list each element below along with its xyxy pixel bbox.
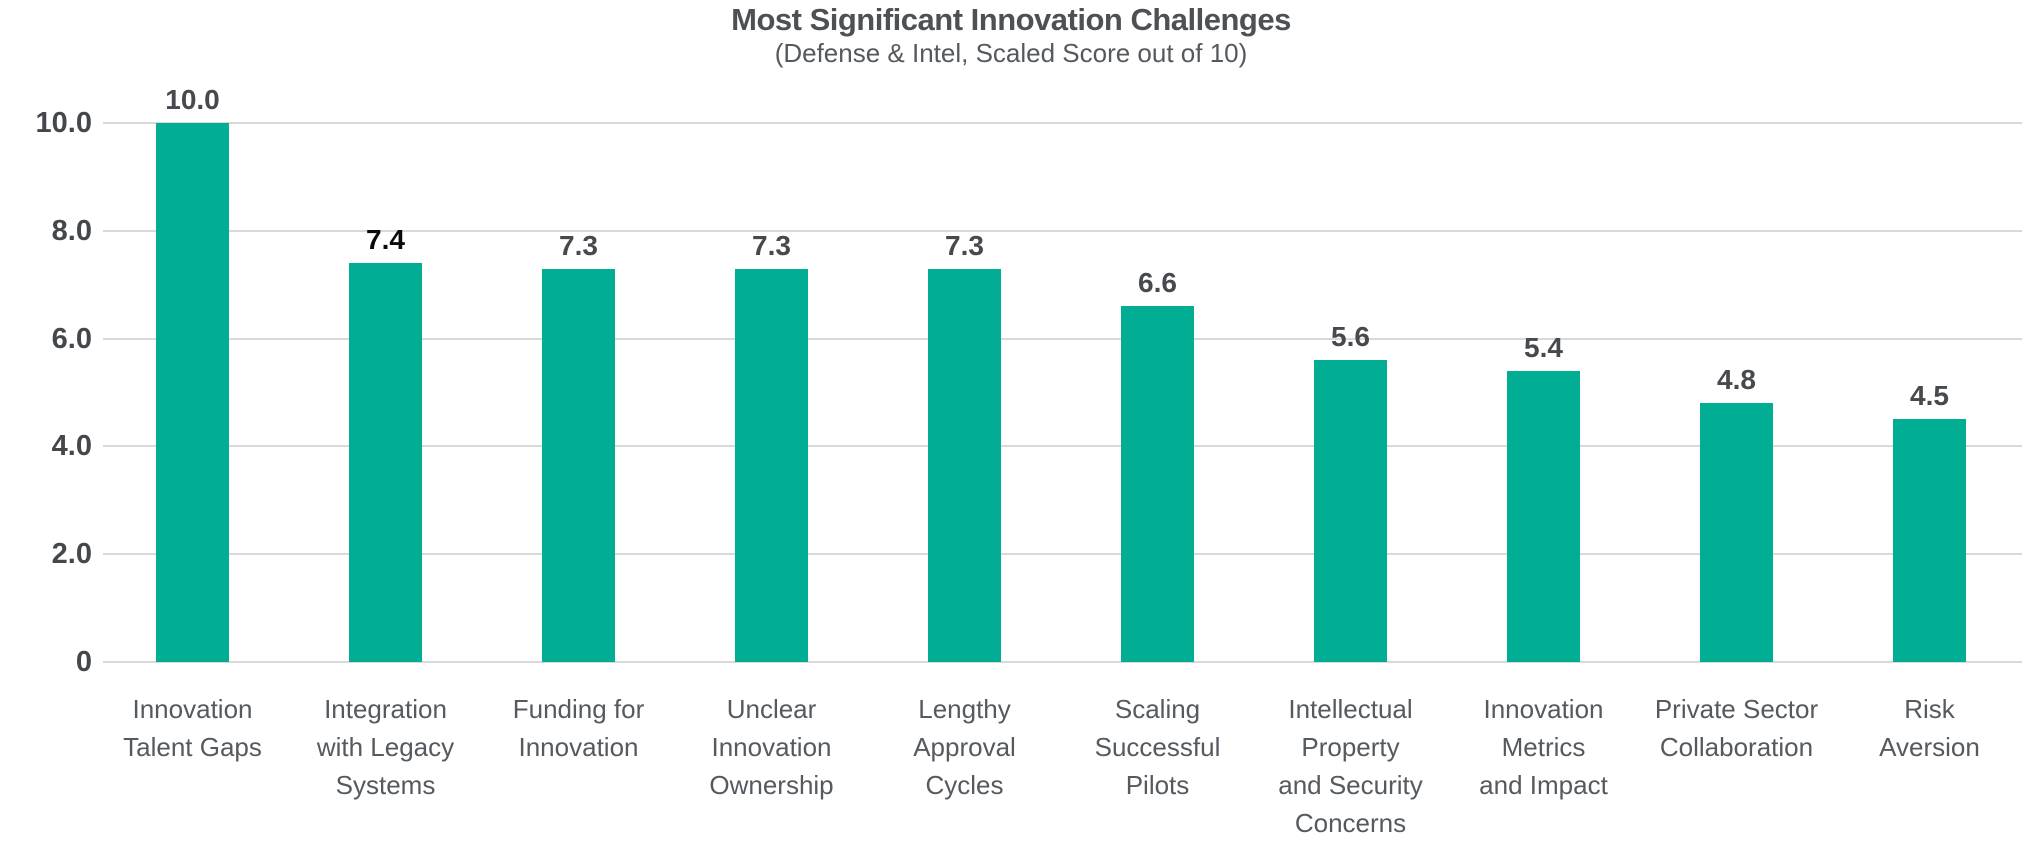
x-axis-category-label: Private Sector Collaboration bbox=[1654, 694, 1819, 762]
x-axis-category-label: Integration with Legacy Systems bbox=[316, 694, 455, 800]
x-axis-category-label: Lengthy Approval Cycles bbox=[913, 694, 1016, 800]
x-axis-category-label: Innovation Metrics and Impact bbox=[1479, 694, 1608, 800]
bar bbox=[349, 263, 422, 662]
x-axis-category-label: Intellectual Property and Security Conce… bbox=[1278, 694, 1423, 838]
gridline bbox=[103, 229, 2022, 232]
y-axis-tick-label: 2.0 bbox=[51, 538, 92, 571]
bar-value-label: 7.4 bbox=[366, 224, 405, 256]
bar-value-label: 7.3 bbox=[945, 229, 984, 261]
y-axis-tick-label: 0 bbox=[75, 646, 92, 678]
y-axis-tick-label: 10.0 bbox=[35, 107, 92, 139]
bar bbox=[1700, 403, 1773, 662]
bar-value-label: 5.4 bbox=[1524, 331, 1563, 363]
bar bbox=[542, 268, 615, 662]
x-axis-category-label: Unclear Innovation Ownership bbox=[709, 694, 834, 800]
bar bbox=[1507, 370, 1580, 662]
x-axis-category-label: Innovation Talent Gaps bbox=[123, 694, 262, 762]
y-axis-tick-label: 4.0 bbox=[51, 430, 92, 463]
gridline bbox=[103, 122, 2022, 124]
y-axis-tick-label: 8.0 bbox=[51, 214, 92, 247]
bar-value-label: 5.6 bbox=[1331, 321, 1370, 353]
x-axis-category-label: Funding for Innovation bbox=[512, 694, 645, 762]
bar bbox=[156, 123, 229, 662]
bar bbox=[1893, 419, 1966, 662]
bar-value-label: 7.3 bbox=[559, 229, 598, 261]
bar bbox=[735, 268, 808, 662]
bar bbox=[928, 268, 1001, 662]
chart-subtitle: (Defense & Intel, Scaled Score out of 10… bbox=[774, 38, 1248, 68]
bar-value-label: 4.5 bbox=[1910, 380, 1949, 412]
bar-value-label: 6.6 bbox=[1138, 267, 1177, 299]
bar-value-label: 7.3 bbox=[752, 229, 791, 261]
x-axis-category-label: Risk Aversion bbox=[1879, 694, 1980, 762]
chart-title: Most Significant Innovation Challenges bbox=[731, 2, 1291, 37]
gridline bbox=[103, 553, 2022, 556]
bar-value-label: 4.8 bbox=[1717, 364, 1756, 396]
gridline bbox=[103, 337, 2022, 340]
bar-value-label: 10.0 bbox=[165, 84, 220, 115]
x-axis-category-label: Scaling Successful Pilots bbox=[1094, 694, 1221, 800]
gridline bbox=[103, 445, 2022, 448]
bar bbox=[1121, 306, 1194, 662]
gridline bbox=[103, 661, 2022, 663]
bar bbox=[1314, 360, 1387, 662]
y-axis-tick-label: 6.0 bbox=[51, 322, 92, 355]
